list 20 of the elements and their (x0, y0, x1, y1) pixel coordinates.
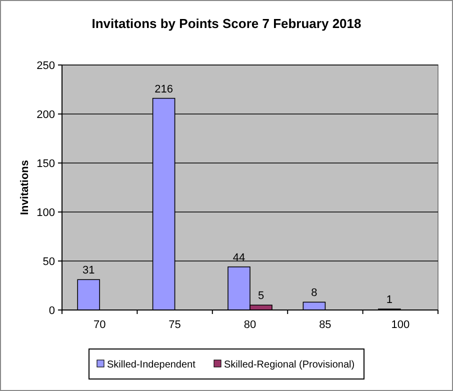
data-label: 8 (311, 287, 318, 300)
chart-title: Invitations by Points Score 7 February 2018 (92, 16, 362, 31)
data-label: 5 (258, 290, 264, 302)
legend-label: Skilled-Regional (Provisional) (224, 360, 355, 370)
data-label: 1 (386, 294, 392, 306)
x-tick-label: 75 (168, 319, 181, 331)
x-tick-label: 80 (244, 319, 256, 331)
data-label: 31 (82, 264, 95, 277)
x-tick-label: 85 (319, 319, 332, 331)
y-tick-label: 250 (36, 60, 55, 72)
data-label: 216 (154, 83, 173, 96)
y-tick-label: 100 (36, 206, 55, 219)
x-tick-label: 100 (391, 319, 410, 331)
y-axis-title: Invitations (19, 160, 31, 216)
y-tick-label: 0 (48, 304, 55, 317)
y-tick-label: 50 (42, 256, 55, 268)
y-tick-label: 150 (36, 158, 55, 170)
x-tick-label: 70 (93, 319, 106, 331)
y-tick-label: 200 (36, 108, 55, 121)
legend-label: Skilled-Independent (107, 360, 196, 370)
